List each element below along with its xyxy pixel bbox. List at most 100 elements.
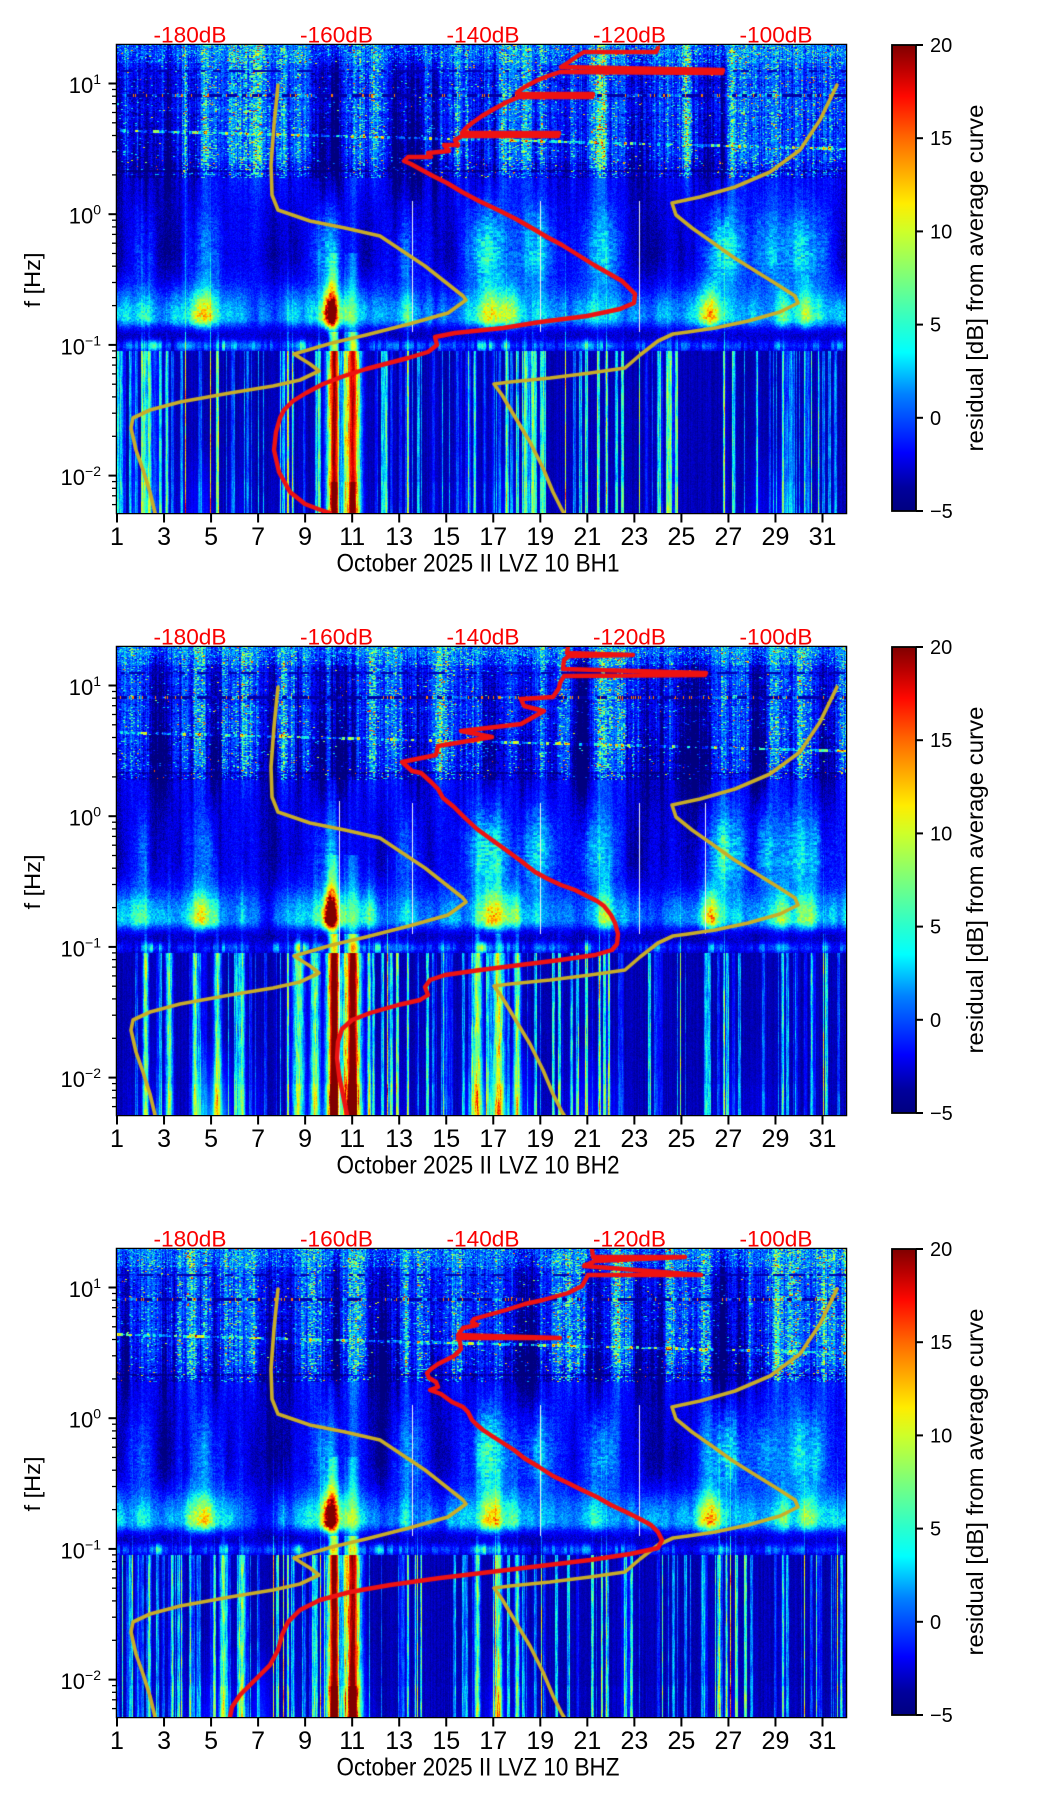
- svg-text:10−2: 10−2: [61, 1667, 102, 1694]
- svg-text:11: 11: [339, 523, 365, 551]
- svg-text:100: 100: [69, 202, 101, 229]
- svg-text:23: 23: [620, 1727, 648, 1755]
- svg-text:15: 15: [432, 1727, 460, 1755]
- svg-text:7: 7: [251, 1727, 265, 1755]
- svg-text:27: 27: [715, 523, 743, 551]
- svg-text:101: 101: [69, 71, 101, 98]
- svg-text:25: 25: [667, 1727, 695, 1755]
- svg-text:-160dB: -160dB: [300, 625, 373, 650]
- svg-text:10: 10: [930, 1425, 952, 1447]
- svg-text:101: 101: [69, 673, 101, 700]
- svg-text:-180dB: -180dB: [154, 1227, 227, 1252]
- svg-text:10−1: 10−1: [61, 332, 102, 359]
- svg-text:5: 5: [930, 315, 941, 337]
- svg-text:9: 9: [298, 523, 312, 551]
- svg-text:31: 31: [809, 1727, 837, 1755]
- svg-text:29: 29: [762, 1727, 790, 1755]
- svg-text:October 2025 II LVZ 10 BH2: October 2025 II LVZ 10 BH2: [337, 1152, 620, 1180]
- svg-text:0: 0: [930, 408, 941, 430]
- svg-text:17: 17: [479, 1727, 507, 1755]
- svg-text:10: 10: [930, 221, 952, 243]
- svg-text:13: 13: [385, 523, 413, 551]
- svg-text:31: 31: [809, 523, 837, 551]
- svg-text:-160dB: -160dB: [300, 23, 373, 48]
- svg-text:10: 10: [930, 823, 952, 845]
- svg-text:residual [dB] from average cur: residual [dB] from average curve: [962, 1309, 988, 1656]
- svg-text:21: 21: [573, 1727, 601, 1755]
- svg-text:15: 15: [432, 523, 460, 551]
- svg-text:10−1: 10−1: [61, 934, 102, 961]
- svg-text:11: 11: [339, 1727, 365, 1755]
- svg-text:3: 3: [157, 1125, 171, 1153]
- svg-text:100: 100: [69, 1406, 101, 1433]
- svg-text:7: 7: [251, 1125, 265, 1153]
- svg-text:5: 5: [204, 1727, 218, 1755]
- svg-text:17: 17: [479, 1125, 507, 1153]
- svg-text:f [Hz]: f [Hz]: [20, 1457, 45, 1512]
- svg-text:13: 13: [385, 1125, 413, 1153]
- svg-text:3: 3: [157, 1727, 171, 1755]
- svg-text:-180dB: -180dB: [154, 23, 227, 48]
- svg-text:-180dB: -180dB: [154, 625, 227, 650]
- svg-text:3: 3: [157, 523, 171, 551]
- svg-text:October 2025 II LVZ 10 BH1: October 2025 II LVZ 10 BH1: [337, 550, 620, 578]
- svg-text:1: 1: [110, 1125, 124, 1153]
- svg-text:29: 29: [762, 523, 790, 551]
- svg-text:29: 29: [762, 1125, 790, 1153]
- svg-text:21: 21: [573, 523, 601, 551]
- svg-text:−5: −5: [930, 1103, 953, 1125]
- svg-text:-100dB: -100dB: [740, 625, 813, 650]
- svg-text:0: 0: [930, 1612, 941, 1634]
- svg-text:residual [dB] from average cur: residual [dB] from average curve: [962, 105, 988, 452]
- svg-text:17: 17: [479, 523, 507, 551]
- svg-text:-120dB: -120dB: [593, 23, 666, 48]
- svg-text:-120dB: -120dB: [593, 625, 666, 650]
- svg-text:23: 23: [620, 1125, 648, 1153]
- svg-text:15: 15: [930, 1332, 952, 1354]
- svg-text:19: 19: [526, 523, 554, 551]
- svg-text:19: 19: [526, 1727, 554, 1755]
- svg-text:residual [dB] from average cur: residual [dB] from average curve: [962, 707, 988, 1054]
- svg-text:October 2025 II LVZ 10 BHZ: October 2025 II LVZ 10 BHZ: [337, 1754, 620, 1782]
- svg-text:31: 31: [809, 1125, 837, 1153]
- svg-text:−5: −5: [930, 1705, 953, 1727]
- svg-text:9: 9: [298, 1727, 312, 1755]
- svg-text:10−2: 10−2: [61, 463, 102, 490]
- svg-text:21: 21: [573, 1125, 601, 1153]
- svg-text:100: 100: [69, 804, 101, 831]
- svg-text:-160dB: -160dB: [300, 1227, 373, 1252]
- svg-text:25: 25: [667, 523, 695, 551]
- svg-text:11: 11: [339, 1125, 365, 1153]
- svg-text:-100dB: -100dB: [740, 1227, 813, 1252]
- svg-text:27: 27: [715, 1125, 743, 1153]
- svg-text:7: 7: [251, 523, 265, 551]
- svg-text:15: 15: [930, 128, 952, 150]
- svg-text:-100dB: -100dB: [740, 23, 813, 48]
- svg-text:5: 5: [930, 1519, 941, 1541]
- svg-text:1: 1: [110, 523, 124, 551]
- svg-text:15: 15: [930, 730, 952, 752]
- svg-text:5: 5: [204, 1125, 218, 1153]
- svg-text:-140dB: -140dB: [447, 625, 520, 650]
- svg-text:5: 5: [204, 523, 218, 551]
- svg-text:27: 27: [715, 1727, 743, 1755]
- svg-text:23: 23: [620, 523, 648, 551]
- svg-text:9: 9: [298, 1125, 312, 1153]
- svg-text:10−2: 10−2: [61, 1065, 102, 1092]
- svg-text:f [Hz]: f [Hz]: [20, 855, 45, 910]
- svg-text:0: 0: [930, 1010, 941, 1032]
- svg-text:5: 5: [930, 917, 941, 939]
- svg-text:20: 20: [930, 1239, 952, 1261]
- svg-text:25: 25: [667, 1125, 695, 1153]
- svg-text:f [Hz]: f [Hz]: [20, 253, 45, 308]
- svg-text:20: 20: [930, 35, 952, 57]
- svg-text:13: 13: [385, 1727, 413, 1755]
- svg-text:-140dB: -140dB: [447, 1227, 520, 1252]
- svg-text:-120dB: -120dB: [593, 1227, 666, 1252]
- svg-text:−5: −5: [930, 501, 953, 523]
- svg-text:-140dB: -140dB: [447, 23, 520, 48]
- svg-text:19: 19: [526, 1125, 554, 1153]
- svg-text:1: 1: [110, 1727, 124, 1755]
- svg-text:15: 15: [432, 1125, 460, 1153]
- svg-text:10−1: 10−1: [61, 1536, 102, 1563]
